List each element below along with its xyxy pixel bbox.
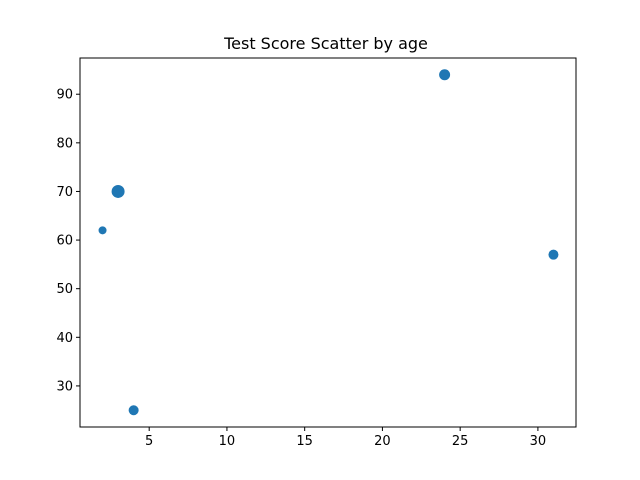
- y-tick-label: 60: [56, 234, 73, 249]
- data-points: [98, 69, 559, 416]
- chart-title: Test Score Scatter by age: [223, 34, 428, 53]
- y-tick-label: 50: [56, 282, 73, 297]
- y-axis-ticks: 30 40 50 60 70 80 90: [56, 88, 80, 394]
- data-point: [439, 69, 451, 81]
- y-tick-label: 30: [56, 379, 73, 394]
- x-tick-label: 30: [530, 434, 547, 449]
- y-tick-label: 70: [56, 185, 73, 200]
- x-axis-ticks: 5 10 15 20 25 30: [145, 427, 546, 449]
- data-point: [128, 405, 139, 416]
- y-tick-label: 40: [56, 331, 73, 346]
- x-tick-label: 25: [452, 434, 469, 449]
- data-point: [111, 184, 125, 198]
- x-tick-label: 15: [296, 434, 313, 449]
- data-point: [548, 249, 559, 260]
- x-tick-label: 10: [219, 434, 236, 449]
- x-tick-label: 5: [145, 434, 153, 449]
- data-point: [98, 226, 107, 235]
- y-tick-label: 80: [56, 136, 73, 151]
- x-tick-label: 20: [374, 434, 391, 449]
- y-tick-label: 90: [56, 88, 73, 103]
- plot-frame: [79, 57, 577, 428]
